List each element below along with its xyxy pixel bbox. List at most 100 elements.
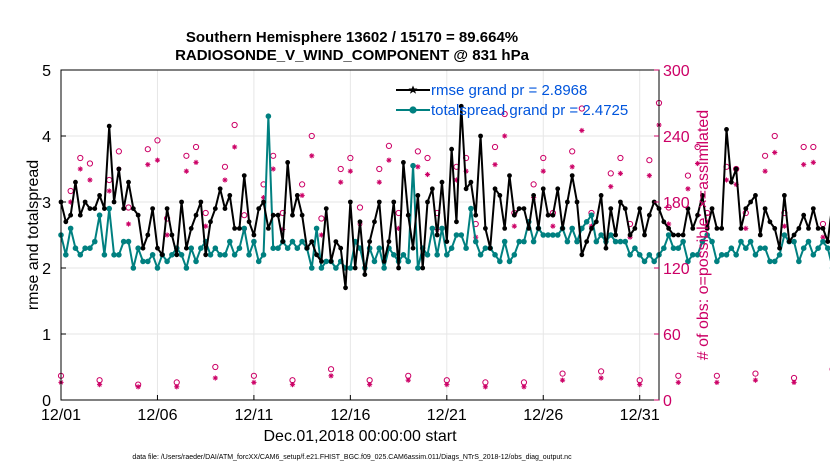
totalspread-point [410, 162, 416, 169]
rmse-point [405, 212, 411, 218]
obs-assimilated-marker [482, 384, 488, 390]
obs-assimilated-marker [376, 179, 382, 185]
rmse-point [130, 206, 136, 212]
rmse-point [709, 206, 715, 212]
rmse-point [801, 212, 807, 218]
totalspread-point [554, 232, 561, 238]
totalspread-point [226, 238, 233, 245]
rmse-point [420, 265, 426, 271]
totalspread-point [632, 245, 638, 251]
rmse-point [208, 219, 213, 225]
obs-possible-marker [183, 152, 190, 159]
left-tick-label: 0 [42, 393, 51, 410]
obs-possible-marker [819, 220, 827, 228]
obs-assimilated-marker [338, 179, 344, 185]
obs-possible-marker [646, 157, 653, 164]
totalspread-point [545, 232, 551, 238]
obs-assimilated-marker [685, 186, 691, 192]
totalspread-point [193, 258, 199, 265]
right-axis-label: # of obs: o=possible; ×=assimilated [695, 110, 712, 360]
rmse-point [743, 206, 749, 212]
obs-possible-marker [299, 181, 306, 188]
rmse-point [536, 226, 541, 231]
totalspread-point [723, 252, 730, 258]
x-tick-label: 12/06 [137, 407, 177, 424]
rmse-point [352, 265, 358, 271]
rmse-point [232, 226, 238, 231]
totalspread-point [694, 252, 701, 258]
totalspread-point [685, 258, 691, 265]
totalspread-point [231, 252, 238, 258]
rmse-point [328, 259, 334, 264]
rmse-point [280, 239, 286, 245]
totalspread-point [622, 238, 629, 245]
totalspread-point [636, 252, 643, 258]
obs-possible-marker [607, 170, 614, 177]
totalspread-point [154, 265, 161, 271]
totalspread-point [569, 225, 575, 232]
totalspread-point [516, 238, 522, 245]
totalspread-point [275, 245, 281, 251]
x-axis-label: Dec.01,2018 00:00:00 start [263, 428, 457, 445]
totalspread-point [521, 238, 527, 245]
obs-assimilated-marker [212, 375, 218, 381]
totalspread-point [77, 252, 84, 258]
totalspread-point [255, 258, 262, 265]
totalspread-point [752, 252, 759, 258]
totalspread-point [400, 252, 407, 258]
legend-spread-label: totalspread grand pr = 2.4725 [431, 102, 628, 119]
totalspread-point [781, 232, 788, 238]
obs-possible-marker [86, 160, 94, 167]
rmse-point [265, 226, 271, 231]
rmse-point [319, 259, 324, 264]
rmse-point [97, 193, 102, 198]
x-tick-label: 12/26 [523, 407, 563, 424]
obs-assimilated-marker [193, 159, 199, 165]
obs-assimilated-marker [415, 164, 421, 170]
totalspread-point [424, 252, 431, 258]
totalspread-point [207, 252, 214, 258]
rmse-point [444, 239, 450, 245]
rmse-point [704, 226, 710, 231]
totalspread-point [501, 238, 508, 245]
totalspread-point [390, 252, 397, 258]
totalspread-point [810, 252, 817, 258]
totalspread-point [593, 238, 600, 245]
rmse-point [261, 199, 266, 205]
obs-assimilated-marker [608, 184, 614, 190]
obs-possible-marker [385, 142, 393, 149]
obs-assimilated-marker [743, 225, 749, 231]
rmse-point [767, 219, 773, 225]
x-axis-ticks: 12/01 12/06 12/11 12/16 12/21 12/26 12/31 [41, 395, 660, 424]
rmse-point [183, 245, 189, 251]
series-lines [58, 103, 830, 291]
rmse-point [762, 206, 768, 212]
totalspread-point [747, 238, 754, 245]
totalspread-point [198, 245, 204, 251]
totalspread-point [776, 252, 783, 258]
obs-assimilated-marker [386, 157, 392, 163]
obs-possible-marker [115, 148, 122, 155]
totalspread-point [260, 252, 267, 258]
totalspread-point [738, 238, 744, 245]
totalspread-point [448, 245, 455, 251]
rmse-point [285, 160, 291, 165]
obs-possible-marker [202, 209, 209, 217]
totalspread-point [125, 238, 132, 245]
obs-assimilated-marker [405, 377, 411, 383]
rmse-point [637, 206, 643, 212]
right-tick-label: 240 [663, 129, 690, 146]
totalspread-point [540, 232, 547, 238]
totalspread-point [145, 258, 151, 265]
legend-rmse-label: rmse grand pr = 2.8968 [431, 82, 587, 99]
totalspread-point [588, 212, 595, 218]
totalspread-point [574, 238, 580, 245]
totalspread-point [699, 238, 706, 245]
obs-possible-marker [598, 368, 605, 375]
rmse-point [362, 272, 368, 277]
totalspread-point [251, 238, 257, 245]
chart-title-line2: RADIOSONDE_V_WIND_COMPONENT @ 831 hPa [175, 47, 530, 64]
obs-assimilated-marker [135, 384, 141, 390]
rmse-point [217, 186, 223, 192]
totalspread-point [453, 232, 460, 238]
